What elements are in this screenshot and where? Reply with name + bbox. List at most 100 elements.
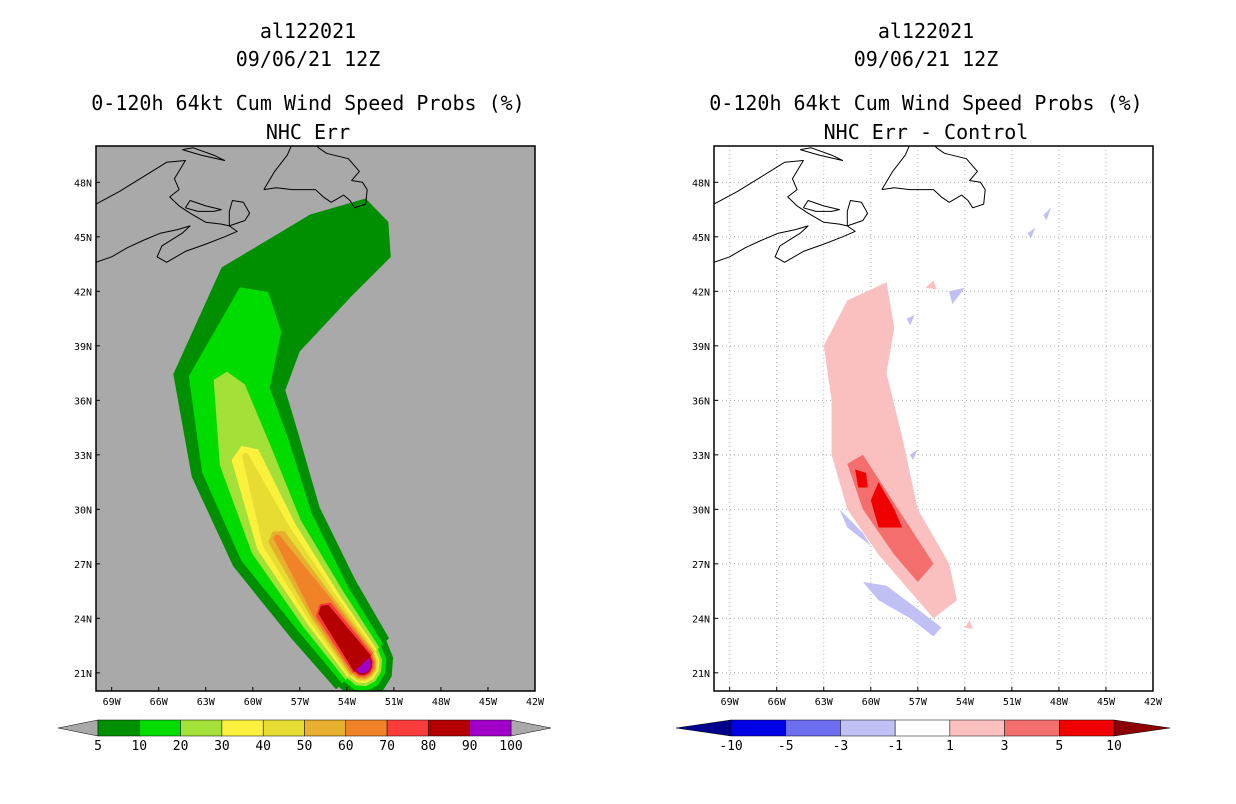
- right-colorbar-swatch: [840, 719, 896, 737]
- right-diff-contour: [906, 314, 915, 326]
- left-lat-label: 27N: [74, 560, 92, 571]
- left-colorbar-swatch: [386, 719, 429, 737]
- left-lon-label: 60W: [244, 697, 263, 708]
- left-colorbar-label: 10: [131, 739, 147, 754]
- left-colorbar-label: 30: [214, 739, 230, 754]
- left-prob-contour-90: [355, 656, 371, 674]
- left-colorbar-label: 5: [94, 739, 102, 754]
- right-colorbar-label: 3: [1001, 739, 1009, 754]
- right-colorbar-label: -5: [778, 739, 794, 754]
- left-lat-label: 33N: [74, 451, 92, 462]
- left-colorbar-swatch: [139, 719, 181, 737]
- left-prob-contour-80: [318, 604, 373, 675]
- left-title-line-2: 09/06/21 12Z: [236, 47, 381, 71]
- left-lon-label: 69W: [103, 697, 122, 708]
- right-colorbar-label: -1: [887, 739, 903, 754]
- right-lat-label: 21N: [692, 669, 710, 680]
- left-map-frame: [95, 145, 536, 692]
- right-diff-contour: [964, 620, 973, 630]
- right-colorbar-swatch: [1059, 719, 1115, 737]
- right-colorbar-swatch: [894, 719, 951, 737]
- left-coastline-segment: [263, 146, 368, 209]
- right-diff-contour: [1027, 227, 1036, 239]
- right-title-line-1: al122021: [878, 19, 974, 43]
- right-diff-contour: [910, 449, 918, 461]
- left-probability-contours: [173, 198, 394, 691]
- right-lat-label: 27N: [692, 560, 710, 571]
- left-colorbar-swatch: [304, 719, 347, 737]
- left-colorbar-extend-high: [510, 719, 552, 737]
- left-lat-label: 36N: [74, 396, 92, 407]
- right-title-line-3: 0-120h 64kt Cum Wind Speed Probs (%): [709, 91, 1142, 115]
- right-lat-label: 48N: [692, 178, 710, 189]
- right-colorbar-label: -3: [833, 739, 849, 754]
- right-lon-label: 63W: [815, 697, 834, 708]
- left-lon-label: 51W: [385, 697, 404, 708]
- right-lat-label: 24N: [692, 614, 710, 625]
- right-coastline-segment: [800, 147, 844, 161]
- right-colorbar-label: 1: [946, 739, 954, 754]
- left-lat-label: 42N: [74, 287, 92, 298]
- right-colorbar-swatch: [949, 719, 1005, 737]
- right-colorbar-label: 10: [1106, 739, 1122, 754]
- left-panel: al122021 09/06/21 12Z 0-120h 64kt Cum Wi…: [57, 19, 552, 754]
- left-title-line-4: NHC Err: [266, 120, 350, 144]
- right-coastline: [714, 146, 986, 263]
- left-coastline-segment: [228, 200, 251, 227]
- left-lon-label: 66W: [150, 697, 169, 708]
- right-colorbar-swatch: [730, 719, 786, 737]
- right-diff-contour: [949, 287, 965, 305]
- right-coastline-segment: [714, 160, 856, 263]
- left-title-line-1: al122021: [260, 19, 356, 43]
- right-lon-label: 57W: [909, 697, 928, 708]
- left-colorbar-label: 50: [297, 739, 313, 754]
- right-diff-contour: [925, 280, 937, 290]
- right-coastline-segment: [881, 146, 986, 209]
- left-colorbar-label: 60: [338, 739, 354, 754]
- left-lat-label: 30N: [74, 505, 92, 516]
- right-lat-label: 45N: [692, 233, 710, 244]
- right-lat-ticks: 48N 45N 42N 39N 36N 33N 30N 27N 24N 21N: [692, 178, 718, 680]
- left-colorbar-swatch: [180, 719, 223, 737]
- left-colorbar-swatch: [345, 719, 388, 737]
- left-coastline-segment: [96, 160, 238, 263]
- right-lon-label: 42W: [1144, 697, 1163, 708]
- right-lat-label: 36N: [692, 396, 710, 407]
- left-coastline: [96, 146, 368, 263]
- right-coastline-segment: [802, 200, 840, 212]
- left-colorbar-label: 80: [421, 739, 437, 754]
- right-coastline-segment: [846, 200, 869, 227]
- left-colorbar-swatch: [262, 719, 305, 737]
- right-colorbar-label: -10: [719, 739, 742, 754]
- left-lat-label: 45N: [74, 233, 92, 244]
- left-lon-ticks: 69W 66W 63W 60W 57W 54W 51W 48W 45W 42W: [103, 687, 545, 708]
- right-lat-label: 33N: [692, 451, 710, 462]
- right-diff-contour: [1043, 207, 1052, 221]
- left-colorbar: 5 10 20 30 40 50 60 70 80 90 100: [57, 719, 552, 754]
- right-lon-label: 66W: [768, 697, 787, 708]
- left-lat-label: 21N: [74, 669, 92, 680]
- left-coastline-segment: [182, 147, 226, 161]
- left-colorbar-swatch: [428, 719, 470, 737]
- right-colorbar-swatch: [785, 719, 841, 737]
- left-colorbar-label: 20: [173, 739, 189, 754]
- left-lat-label: 39N: [74, 342, 92, 353]
- right-lat-label: 30N: [692, 505, 710, 516]
- left-lat-ticks: 48N 45N 42N 39N 36N 33N 30N 27N 24N 21N: [74, 178, 100, 680]
- left-colorbar-label: 90: [462, 739, 478, 754]
- left-colorbar-swatch: [97, 719, 140, 737]
- right-lat-label: 42N: [692, 287, 710, 298]
- right-diff-contour: [855, 469, 868, 488]
- right-lon-label: 48W: [1050, 697, 1069, 708]
- right-lon-label: 60W: [862, 697, 881, 708]
- left-lon-label: 54W: [338, 697, 357, 708]
- right-lon-label: 45W: [1097, 697, 1116, 708]
- left-lon-label: 57W: [291, 697, 310, 708]
- right-lon-label: 69W: [721, 697, 740, 708]
- right-colorbar-swatch: [1004, 719, 1060, 737]
- right-lon-ticks: 69W 66W 63W 60W 57W 54W 51W 48W 45W 42W: [721, 687, 1163, 708]
- right-difference-contours: [823, 207, 1052, 637]
- right-map-frame: [713, 145, 1154, 692]
